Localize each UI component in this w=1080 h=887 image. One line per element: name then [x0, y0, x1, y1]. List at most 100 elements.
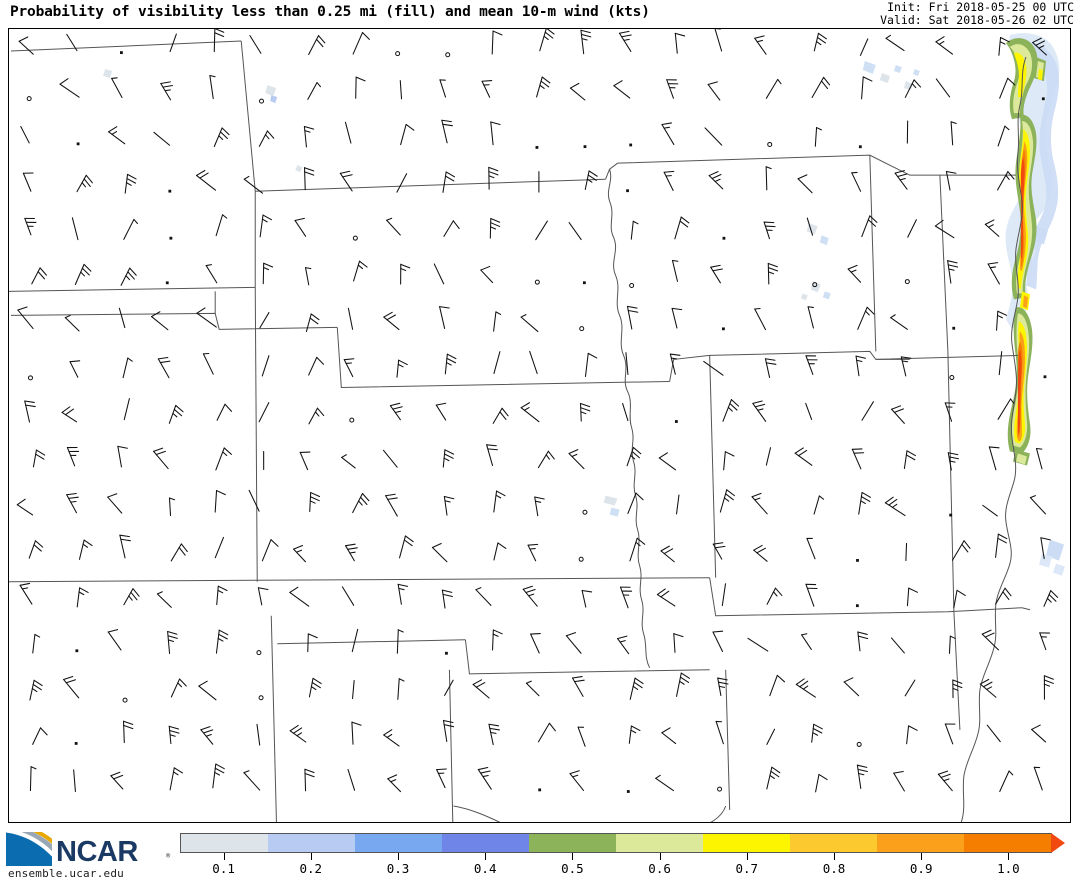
wind-barb: [813, 32, 827, 52]
wind-barb: [257, 587, 269, 606]
wind-barb: [29, 679, 43, 701]
wind-barb: [900, 356, 912, 377]
wind-barb: [168, 725, 180, 745]
wind-barb: [477, 766, 492, 790]
wind-barb: [123, 218, 139, 240]
wind-barb: [752, 400, 767, 422]
wind-barb: [578, 556, 584, 562]
wind-barb: [1029, 495, 1046, 515]
wind-barb: [906, 587, 918, 607]
wind-barb: [988, 446, 1000, 471]
weather-map-panel[interactable]: [8, 28, 1071, 823]
wind-barb: [341, 586, 355, 606]
wind-barb: [626, 305, 639, 330]
wind-barb: [76, 587, 89, 608]
wind-barb: [196, 307, 217, 328]
wind-barb: [813, 495, 825, 515]
wind-barb: [28, 540, 44, 559]
wind-barb: [493, 490, 506, 513]
wind-barb: [894, 170, 908, 190]
wind-barb: [396, 629, 404, 654]
wind-barb: [200, 726, 214, 745]
wind-barb: [400, 123, 415, 146]
wind-barb: [261, 355, 270, 377]
wind-barb: [480, 265, 494, 284]
colorbar-tick-label: 0.7: [735, 861, 759, 876]
wind-barb: [674, 32, 686, 54]
wind-barb: [581, 589, 593, 608]
wind-barb: [855, 604, 859, 608]
wind-barb: [74, 263, 92, 286]
wind-barb: [906, 725, 918, 745]
wind-barb: [153, 447, 169, 470]
wind-barb: [123, 398, 130, 421]
wind-barb: [617, 635, 630, 655]
wind-barb: [353, 260, 368, 282]
wind-barb: [308, 677, 322, 698]
wind-barb: [431, 542, 448, 563]
wind-barb: [387, 774, 402, 793]
colorbar-gradient[interactable]: [180, 833, 1052, 853]
wind-barb: [753, 544, 768, 562]
wind-barb: [383, 729, 400, 747]
registered-mark: ®: [166, 852, 171, 860]
wind-barb: [400, 263, 411, 285]
wind-barb: [671, 259, 679, 282]
wind-barb-layer: [16, 29, 1059, 793]
colorbar[interactable]: 0.1 0.2 0.3 0.4 0.5 0.6 0.7 0.8 0.9 1.0: [180, 833, 1072, 883]
wind-barb: [111, 77, 123, 99]
wind-barb: [243, 175, 264, 194]
wind-barb: [568, 222, 582, 241]
moderate-patch-north: [1005, 38, 1046, 120]
wind-barb: [851, 448, 865, 470]
wind-barb: [934, 219, 955, 239]
ncar-logo[interactable]: NCAR: [4, 830, 164, 882]
wind-barb: [806, 217, 814, 236]
wind-barb: [769, 674, 786, 697]
wind-barb: [157, 356, 171, 379]
wind-barb: [658, 452, 677, 471]
wind-barb: [765, 447, 772, 466]
wind-barb: [656, 588, 676, 607]
wind-barb: [395, 51, 401, 57]
wind-barb: [1041, 97, 1045, 101]
colorbar-tick: [485, 853, 487, 860]
wind-barb: [997, 398, 1015, 420]
wind-barb: [213, 127, 230, 148]
logo-wordmark: NCAR: [56, 836, 138, 868]
wind-barb: [812, 282, 818, 288]
wind-barb: [666, 79, 679, 99]
wind-barb: [861, 215, 878, 238]
wind-barb: [858, 145, 862, 149]
wind-barb: [71, 217, 79, 241]
colorbar-extend-arrow: [1051, 833, 1065, 853]
wind-barb: [24, 217, 37, 236]
colorbar-segment-0.2: [268, 834, 355, 852]
wind-barb: [569, 770, 585, 791]
wind-barb: [107, 629, 122, 651]
wind-barb: [811, 76, 831, 99]
wind-barb: [66, 492, 79, 514]
wind-barb: [294, 217, 307, 237]
colorbar-tick-label: 0.5: [561, 861, 584, 876]
wind-barb: [996, 171, 1015, 191]
wind-barb: [661, 727, 677, 745]
colorbar-tick: [310, 853, 312, 860]
wind-barb: [537, 722, 556, 743]
logo-swoosh-gold: [33, 832, 52, 844]
state-borders-layer: [9, 40, 1031, 822]
wind-barb: [565, 632, 582, 654]
wind-barb: [20, 125, 30, 144]
logo-swoosh-gray: [21, 832, 52, 852]
wind-barb: [903, 450, 916, 470]
wind-barb: [947, 452, 960, 471]
logo-url-label: ensemble.ucar.edu: [8, 867, 124, 880]
wind-barb: [629, 283, 635, 289]
wind-barb: [569, 82, 586, 101]
wind-barb: [630, 220, 639, 240]
wind-barb: [352, 235, 358, 241]
wind-barb: [351, 721, 362, 745]
wind-barb: [215, 447, 232, 471]
wind-barb: [214, 536, 225, 559]
wind-barb: [382, 449, 398, 468]
